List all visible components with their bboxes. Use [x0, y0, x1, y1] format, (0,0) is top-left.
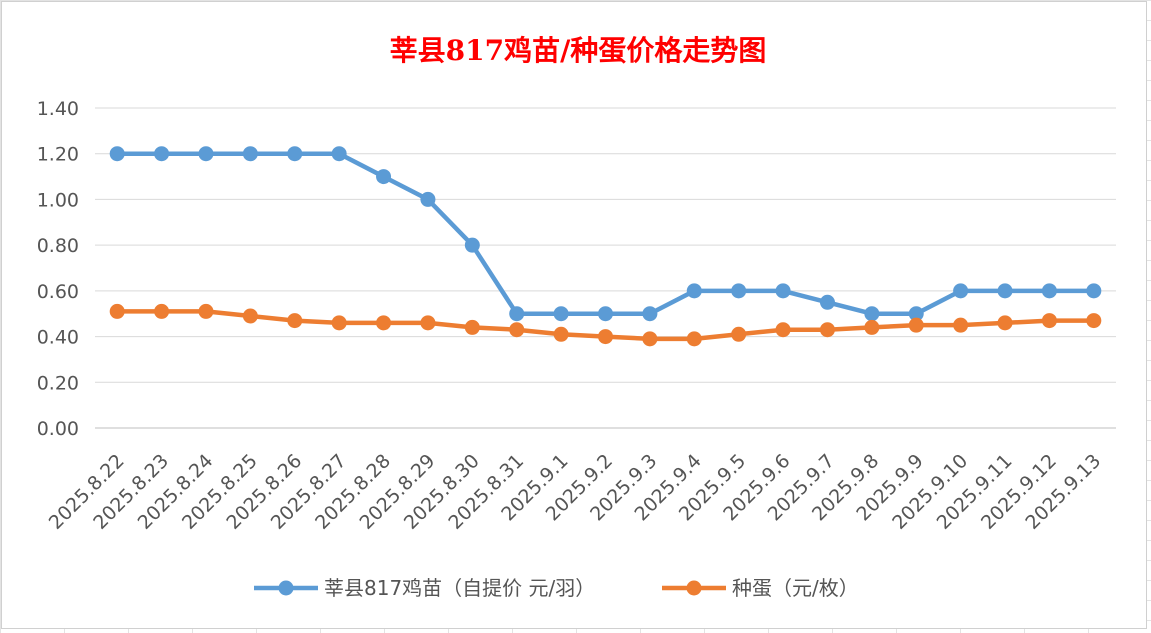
y-axis: 0.00 0.20 0.40 0.60 0.80 1.00 1.20 1.40 — [37, 98, 79, 440]
data-point[interactable] — [731, 283, 747, 299]
data-point[interactable] — [731, 326, 747, 342]
data-point[interactable] — [1041, 313, 1057, 329]
data-point[interactable] — [464, 237, 480, 253]
data-point[interactable] — [864, 306, 880, 322]
data-point[interactable] — [775, 283, 791, 299]
data-point[interactable] — [287, 313, 303, 329]
data-point[interactable] — [1086, 313, 1102, 329]
data-point[interactable] — [109, 146, 125, 162]
legend-label-1: 莘县817鸡苗（自提价 元/羽） — [324, 576, 595, 600]
data-point[interactable] — [686, 283, 702, 299]
data-point[interactable] — [908, 306, 924, 322]
data-point[interactable] — [154, 146, 170, 162]
data-point[interactable] — [553, 306, 569, 322]
series-line-1 — [114, 151, 1097, 316]
data-point[interactable] — [198, 303, 214, 319]
data-point[interactable] — [598, 329, 613, 345]
data-point[interactable] — [287, 146, 303, 162]
data-point[interactable] — [242, 146, 258, 162]
data-point[interactable] — [509, 322, 525, 338]
y-tick-label: 0.60 — [37, 281, 79, 303]
data-point[interactable] — [1086, 283, 1102, 299]
y-tick-label: 1.20 — [37, 144, 79, 166]
data-point[interactable] — [509, 306, 525, 322]
legend-marker-2 — [686, 580, 702, 596]
data-point[interactable] — [242, 308, 258, 324]
legend-label-2: 种蛋（元/枚） — [732, 576, 859, 600]
data-point[interactable] — [953, 283, 969, 299]
data-point[interactable] — [198, 146, 214, 162]
series-layer — [109, 146, 1102, 347]
data-point[interactable] — [109, 303, 125, 319]
data-point[interactable] — [864, 319, 880, 335]
data-point[interactable] — [154, 303, 170, 319]
data-point[interactable] — [642, 306, 658, 322]
data-point[interactable] — [331, 315, 347, 331]
data-point[interactable] — [642, 331, 658, 347]
legend-marker-1 — [278, 580, 294, 596]
data-point[interactable] — [997, 283, 1013, 299]
data-point[interactable] — [598, 306, 613, 322]
data-point[interactable] — [331, 146, 347, 162]
chart-title: 莘县817鸡苗/种蛋价格走势图 — [390, 34, 767, 67]
y-tick-label: 1.00 — [37, 189, 79, 211]
legend: 莘县817鸡苗（自提价 元/羽） 种蛋（元/枚） — [254, 576, 859, 600]
data-point[interactable] — [686, 331, 702, 347]
y-tick-label: 0.40 — [37, 327, 79, 349]
data-point[interactable] — [775, 322, 791, 338]
data-point[interactable] — [908, 317, 924, 333]
data-point[interactable] — [1041, 283, 1057, 299]
y-tick-label: 1.40 — [37, 98, 79, 120]
data-point[interactable] — [819, 294, 835, 310]
data-point[interactable] — [376, 169, 392, 185]
y-tick-label: 0.80 — [37, 235, 79, 257]
data-point[interactable] — [420, 191, 436, 207]
data-point[interactable] — [997, 315, 1013, 331]
data-point[interactable] — [376, 315, 392, 331]
y-tick-label: 0.00 — [37, 418, 79, 440]
data-point[interactable] — [420, 315, 436, 331]
x-axis: 2025.8.222025.8.232025.8.242025.8.252025… — [45, 450, 1106, 534]
data-point[interactable] — [464, 319, 480, 335]
y-tick-label: 0.20 — [37, 372, 79, 394]
data-point[interactable] — [953, 317, 969, 333]
data-point[interactable] — [819, 322, 835, 338]
data-point[interactable] — [553, 326, 569, 342]
